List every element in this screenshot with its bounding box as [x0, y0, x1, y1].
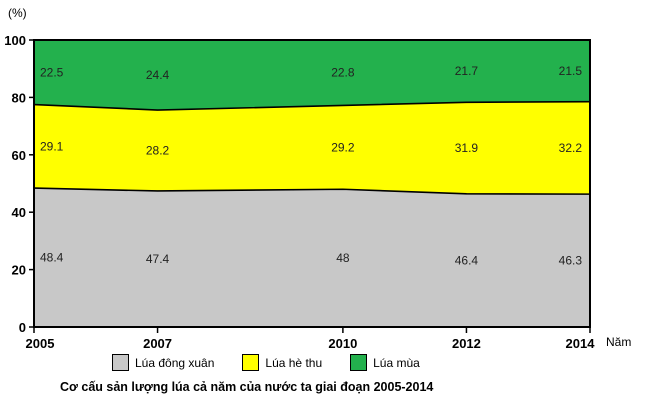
data-label: 22.5 — [40, 65, 64, 79]
data-label: 48 — [336, 251, 350, 265]
legend-swatch-dong-xuan — [112, 354, 129, 371]
legend-item-dong-xuan: Lúa đông xuân — [112, 354, 214, 371]
x-axis-title: Năm — [606, 335, 631, 349]
legend-label-he-thu: Lúa hè thu — [265, 355, 323, 370]
legend-item-he-thu: Lúa hè thu — [242, 354, 322, 371]
boundary-line-1 — [33, 187, 591, 195]
data-label: 29.2 — [331, 140, 355, 154]
x-tick-label: 2012 — [452, 336, 481, 351]
y-axis: 0 20 40 60 80 100 — [4, 33, 34, 335]
y-tick-label: 60 — [12, 148, 26, 163]
x-tick-label: 2007 — [143, 336, 172, 351]
data-label: 21.5 — [559, 64, 583, 78]
data-label: 32.2 — [559, 141, 583, 155]
chart-areas — [34, 40, 590, 327]
x-tick-label: 2014 — [566, 336, 596, 351]
y-tick-label: 0 — [19, 320, 26, 335]
legend-swatch-mua — [350, 354, 368, 371]
data-label: 31.9 — [455, 141, 479, 155]
data-label: 21.7 — [455, 64, 479, 78]
legend: Lúa đông xuân Lúa hè thu Lúa mùa — [112, 354, 448, 371]
plot-frame — [33, 39, 591, 328]
data-label: 46.3 — [559, 254, 583, 268]
y-tick-label: 100 — [4, 33, 26, 48]
data-label: 24.4 — [146, 68, 170, 82]
y-tick-label: 80 — [12, 90, 26, 105]
data-label: 48.4 — [40, 251, 64, 265]
area-1 — [34, 101, 590, 195]
data-label: 47.4 — [146, 252, 170, 266]
y-tick-label: 20 — [12, 263, 26, 278]
x-axis: 2005 2007 2010 2012 2014 — [26, 327, 596, 351]
data-label: 22.8 — [331, 66, 355, 80]
data-label: 28.2 — [146, 143, 170, 157]
x-tick-label: 2005 — [26, 336, 55, 351]
data-label: 29.1 — [40, 139, 64, 153]
legend-label-mua: Lúa mùa — [373, 355, 420, 370]
x-tick-label: 2010 — [328, 336, 357, 351]
chart-title: Cơ cấu sản lượng lúa cả năm của nước ta … — [60, 380, 434, 394]
area-0 — [34, 188, 590, 327]
area-2 — [34, 40, 590, 111]
legend-swatch-he-thu — [242, 354, 260, 371]
legend-label-dong-xuan: Lúa đông xuân — [135, 355, 215, 370]
boundary-line-2 — [33, 100, 591, 111]
y-axis-title: (%) — [8, 6, 27, 20]
data-label: 46.4 — [455, 253, 479, 267]
series-boundaries — [33, 100, 591, 195]
y-tick-label: 40 — [12, 205, 26, 220]
legend-item-mua: Lúa mùa — [350, 354, 420, 371]
data-labels: 48.4 47.4 48 46.4 46.3 29.1 28.2 29.2 31.9 32.2 22… — [40, 64, 582, 268]
